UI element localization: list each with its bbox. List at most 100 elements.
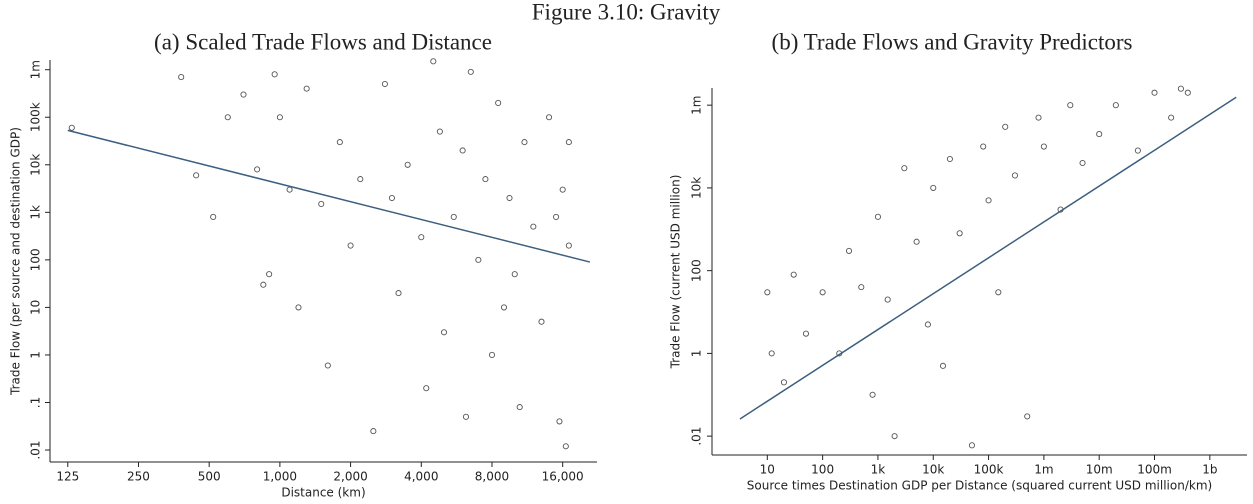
x-axis-title: Source times Destination GDP per Distanc… [747, 479, 1212, 493]
point [193, 172, 200, 179]
point [521, 139, 528, 146]
point [1002, 123, 1009, 130]
point [495, 99, 502, 106]
x-tick-label: 125 [56, 470, 79, 484]
x-tick-label: 10m [1086, 463, 1113, 477]
point [276, 114, 283, 121]
x-tick-label: 2,000 [333, 470, 367, 484]
point [768, 350, 775, 357]
point [562, 443, 569, 450]
y-tick-label: .01 [29, 440, 43, 459]
y-tick-label: 100 [29, 248, 43, 271]
point [303, 85, 310, 92]
fit-line [739, 96, 1237, 420]
point [388, 194, 395, 202]
point [995, 289, 1002, 296]
point [318, 200, 325, 208]
point [1011, 172, 1019, 179]
y-tick-label: .1 [29, 397, 43, 408]
fit-line [67, 129, 591, 263]
point [370, 428, 377, 435]
point [538, 318, 545, 325]
point [1079, 159, 1086, 167]
point [869, 391, 876, 398]
y-tick-label: 10k [690, 177, 704, 199]
x-tick-label: 1m [1034, 463, 1053, 477]
point [891, 433, 898, 440]
point [395, 290, 402, 297]
x-tick-label: 1k [871, 463, 886, 477]
point [1134, 147, 1141, 154]
point [286, 186, 293, 193]
point [802, 330, 810, 337]
point [980, 143, 987, 150]
point [556, 418, 563, 425]
point [1040, 143, 1047, 150]
y-axis-title: Trade Flow (per source and destination G… [9, 127, 23, 396]
y-tick-label: 10k [29, 154, 43, 176]
point [475, 256, 482, 263]
point [68, 124, 75, 131]
point [530, 223, 537, 230]
point [930, 184, 937, 191]
point [553, 213, 560, 220]
point [1067, 102, 1074, 109]
x-axis-title: Distance (km) [281, 486, 365, 500]
point [565, 242, 572, 249]
point [436, 128, 443, 135]
point [324, 362, 331, 369]
point [946, 155, 953, 163]
point [819, 289, 826, 296]
x-tick-label: 10k [922, 463, 944, 477]
y-tick-label: 1 [29, 351, 43, 359]
point [266, 271, 273, 278]
point [240, 91, 247, 98]
point [462, 413, 470, 420]
point [482, 176, 489, 183]
chart-title: (b) Trade Flows and Gravity Predictors [772, 29, 1133, 54]
y-tick-label: 1k [29, 205, 43, 220]
x-tick-label: 1b [1202, 463, 1217, 477]
point [1168, 114, 1175, 121]
point [430, 58, 437, 65]
x-tick-label: 100k [974, 463, 1004, 477]
point [901, 165, 908, 172]
point [565, 139, 572, 146]
x-tick-label: 100m [1137, 463, 1172, 477]
point [210, 213, 217, 220]
point [450, 213, 457, 220]
point [224, 114, 231, 121]
point [874, 213, 881, 220]
y-tick-label: 1m [690, 96, 704, 115]
point [500, 304, 508, 311]
point [440, 329, 448, 336]
point [511, 271, 518, 278]
point [423, 385, 430, 392]
point [845, 247, 853, 254]
point [1096, 131, 1103, 138]
x-tick-label: 250 [127, 470, 150, 484]
point [1177, 85, 1184, 92]
x-tick-label: 100 [811, 463, 834, 477]
point [790, 271, 797, 278]
point [858, 284, 865, 291]
point [939, 362, 947, 369]
point [488, 351, 496, 358]
point [1024, 413, 1031, 420]
point [546, 114, 553, 121]
point [1035, 114, 1042, 121]
point [506, 194, 513, 202]
point [271, 71, 278, 78]
point [178, 74, 185, 81]
y-tick-label: 10 [29, 300, 43, 315]
x-tick-label: 500 [198, 470, 221, 484]
y-tick-label: 100 [690, 259, 704, 282]
point [357, 176, 364, 183]
point [1151, 89, 1158, 96]
point [985, 197, 992, 204]
point [1112, 102, 1119, 109]
x-tick-label: 4,000 [404, 470, 438, 484]
y-tick-label: .01 [690, 427, 704, 446]
point [1184, 89, 1191, 96]
point [467, 68, 474, 75]
